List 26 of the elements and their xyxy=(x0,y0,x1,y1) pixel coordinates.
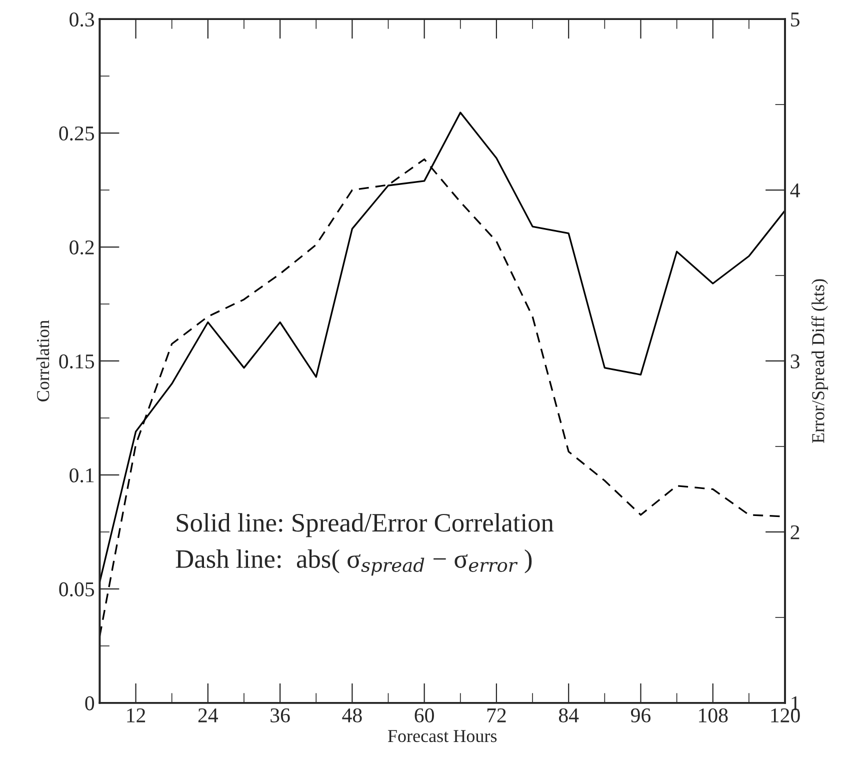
x-tick-label: 60 xyxy=(414,708,434,722)
y-tick-label: 0.3 xyxy=(70,12,94,27)
x-axis-title: Forecast Hours xyxy=(388,730,497,742)
y-tick-label: 0 xyxy=(85,696,94,710)
y-tick-label: 0.2 xyxy=(70,240,94,255)
x-tick-label: 48 xyxy=(342,708,362,722)
y-tick-label: 0.25 xyxy=(59,126,94,141)
annotation: Dash line: abs( σ$_{spread}$ − σ$_{error}$ ) xyxy=(176,549,532,576)
y2-tick-label: 5 xyxy=(791,12,800,27)
y-tick-label: 0.1 xyxy=(70,468,94,482)
y-tick-label: 0.15 xyxy=(59,354,94,369)
x-tick-label: 36 xyxy=(270,708,290,722)
x-tick-label: 24 xyxy=(198,708,218,722)
x-tick-label: 12 xyxy=(127,708,146,722)
annotation: Solid line: Spread/Error Correlation xyxy=(176,513,554,538)
x-tick-label: 96 xyxy=(630,708,651,722)
y2-tick-label: 3 xyxy=(790,354,800,368)
y2-tick-label: 4 xyxy=(790,184,800,198)
x-tick-label: 72 xyxy=(487,708,506,722)
x-tick-label: 84 xyxy=(558,708,579,722)
y-tick-label: 0.05 xyxy=(59,582,94,596)
x-tick-label: 120 xyxy=(771,708,800,722)
x-tick-label: 108 xyxy=(699,708,728,722)
y2-axis-title: Error/Spread Diff (kts) xyxy=(811,279,828,444)
y-axis-title: Correlation xyxy=(36,320,50,402)
y2-tick-label: 2 xyxy=(790,525,800,540)
